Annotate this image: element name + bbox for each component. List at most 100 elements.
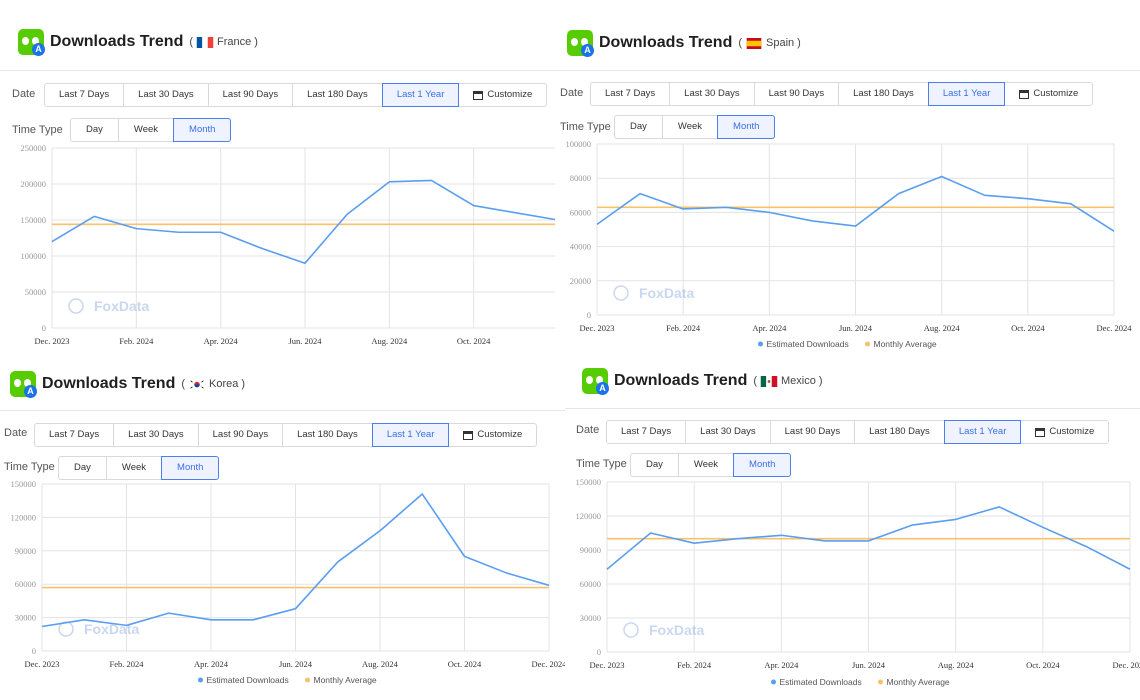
panel-header: A Downloads Trend (Mexico) [582,365,823,397]
foxdata-watermark: FoxData [623,622,704,638]
x-tick-label: Aug. 2024 [924,323,961,333]
date-label: Date [4,427,28,439]
time-option-day[interactable]: Day [614,115,663,139]
y-tick-label: 0 [42,323,46,333]
legend-average-label: Monthly Average [314,675,377,685]
y-tick-label: 150000 [21,215,47,225]
time-option-week[interactable]: Week [105,456,163,480]
date-option-90-days[interactable]: Last 90 Days [197,423,284,447]
date-option-7-days[interactable]: Last 7 Days [606,420,687,444]
time-option-week[interactable]: Week [661,115,719,139]
x-tick-label: Feb. 2024 [666,323,701,333]
date-option-1-year[interactable]: Last 1 Year [381,83,460,107]
time-option-month[interactable]: Month [717,115,776,139]
time-option-month[interactable]: Month [733,453,792,477]
panel-mexico: A Downloads Trend (Mexico) Date Last 7 D… [565,360,1140,700]
x-tick-label: Feb. 2024 [110,659,145,669]
divider [0,70,560,71]
time-option-week[interactable]: Week [117,118,175,142]
x-tick-label: Dec. 2024 [532,659,565,669]
date-option-90-days[interactable]: Last 90 Days [769,420,856,444]
date-option-1-year[interactable]: Last 1 Year [927,82,1006,106]
downloads-chart-france: 0 50000 100000 150000 200000 250000 Dec. 2023 F… [21,143,559,346]
fox-logo-icon [68,298,84,314]
panel-header: A Downloads Trend (Spain) [567,27,801,59]
y-tick-label: 90000 [580,545,601,555]
panel-title: Downloads Trend [614,372,748,389]
date-option-30-days[interactable]: Last 30 Days [113,423,199,447]
legend-average-label: Monthly Average [874,339,937,349]
date-option-180-days[interactable]: Last 180 Days [838,82,929,106]
date-option-30-days[interactable]: Last 30 Days [669,82,755,106]
date-option-1-year[interactable]: Last 1 Year [943,420,1022,444]
watermark-text: FoxData [94,298,149,314]
legend-estimated-label: Estimated Downloads [780,677,862,687]
x-tick-label: Oct. 2024 [448,659,482,669]
watermark-text: FoxData [639,285,694,301]
x-tick-label: Aug. 2024 [938,660,975,670]
x-tick-label: Dec. 2023 [35,336,70,346]
app-icon: A [18,29,45,56]
y-tick-label: 90000 [15,546,36,556]
customize-button[interactable]: Customize [448,423,538,447]
date-option-7-days[interactable]: Last 7 Days [34,423,115,447]
time-type-label: Time Type [12,124,63,136]
y-tick-label: 0 [587,310,591,320]
date-option-180-days[interactable]: Last 180 Days [282,423,373,447]
x-tick-label: Feb. 2024 [677,660,712,670]
y-tick-label: 200000 [21,179,47,189]
chart-legend: Estimated Downloads Monthly Average [198,675,377,685]
date-option-180-days[interactable]: Last 180 Days [854,420,945,444]
x-tick-label: Apr. 2024 [752,323,787,333]
watermark-text: FoxData [649,622,704,638]
korea-flag-icon [188,378,206,390]
panel-header: A Downloads Trend (Korea) [10,368,245,400]
y-tick-label: 30000 [580,613,601,623]
time-option-week[interactable]: Week [677,453,735,477]
divider [555,70,1140,71]
customize-button[interactable]: Customize [1020,420,1110,444]
country-label: (Spain) [738,37,801,49]
x-tick-label: Aug. 2024 [371,336,408,346]
date-option-30-days[interactable]: Last 30 Days [123,83,209,107]
chart-legend: Estimated Downloads Monthly Average [758,339,937,349]
app-icon: A [10,371,37,398]
time-option-day[interactable]: Day [630,453,679,477]
y-tick-label: 50000 [25,287,46,297]
legend-estimated-label: Estimated Downloads [207,675,289,685]
date-label: Date [12,88,36,100]
date-option-7-days[interactable]: Last 7 Days [590,82,671,106]
time-option-month[interactable]: Month [173,118,232,142]
time-option-day[interactable]: Day [70,118,119,142]
y-tick-label: 60000 [15,579,36,589]
legend-estimated-label: Estimated Downloads [767,339,849,349]
y-tick-label: 120000 [11,512,37,522]
date-option-7-days[interactable]: Last 7 Days [44,83,125,107]
x-tick-label: Dec. 2023 [25,659,60,669]
country-label: (France) [189,36,258,48]
y-tick-label: 80000 [570,173,591,183]
date-label: Date [576,424,600,436]
time-type-label: Time Type [4,461,55,473]
date-option-1-year[interactable]: Last 1 Year [371,423,450,447]
time-option-month[interactable]: Month [161,456,220,480]
x-tick-label: Feb. 2024 [119,336,154,346]
time-option-day[interactable]: Day [58,456,107,480]
y-tick-label: 250000 [21,143,47,153]
y-tick-label: 0 [597,647,601,657]
x-tick-label: Jun. 2024 [288,336,322,346]
customize-button[interactable]: Customize [1004,82,1094,106]
panel-france: A Downloads Trend (France) Date Last 7 D… [0,0,560,355]
country-label: (Mexico) [753,375,823,387]
date-range-group: Last 7 Days Last 30 Days Last 90 Days La… [606,420,1110,444]
date-option-90-days[interactable]: Last 90 Days [753,82,840,106]
date-option-30-days[interactable]: Last 30 Days [685,420,771,444]
date-option-180-days[interactable]: Last 180 Days [292,83,383,107]
date-option-90-days[interactable]: Last 90 Days [207,83,294,107]
customize-button[interactable]: Customize [458,83,548,107]
spain-flag-icon [746,37,762,49]
x-tick-label: Oct. 2024 [1026,660,1060,670]
y-tick-label: 0 [32,646,36,656]
legend-marker-average [305,677,310,683]
y-tick-label: 150000 [576,477,602,487]
